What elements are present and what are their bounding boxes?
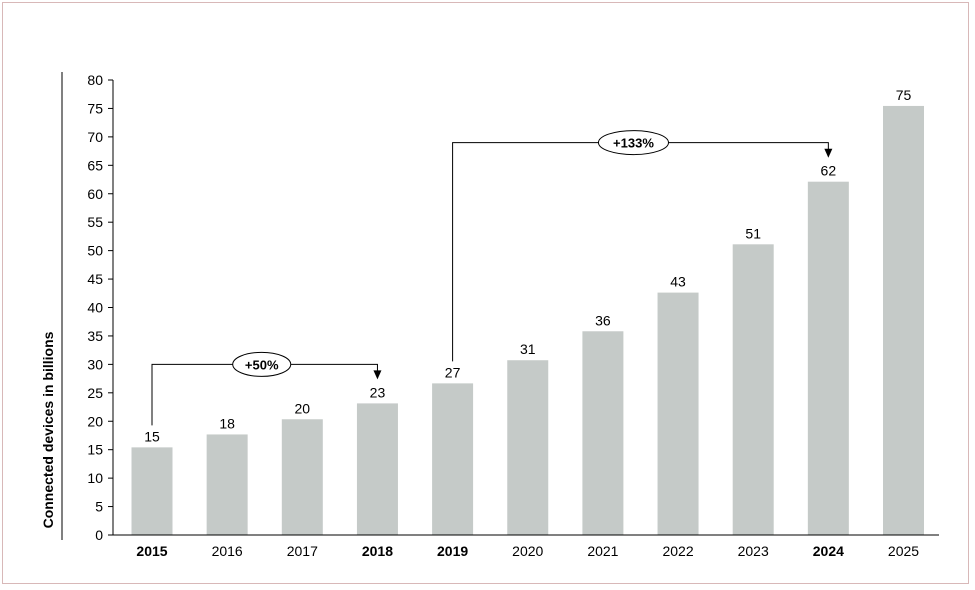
bar-2024 xyxy=(807,181,849,535)
x-tick-label-2022: 2022 xyxy=(662,543,693,559)
x-tick-label-2025: 2025 xyxy=(888,543,919,559)
annotation-arrowhead xyxy=(824,148,833,158)
x-tick-label-2020: 2020 xyxy=(512,543,543,559)
y-tick-label: 45 xyxy=(87,271,103,287)
y-tick-label: 80 xyxy=(87,72,103,88)
y-tick-label: 35 xyxy=(87,328,103,344)
growth-annotation-2: +133% xyxy=(452,130,833,362)
data-label-2018: 23 xyxy=(370,384,386,400)
bar-2023 xyxy=(732,244,774,535)
y-tick-label: 65 xyxy=(87,157,103,173)
bar-2015 xyxy=(131,447,173,535)
data-label-2015: 15 xyxy=(144,428,160,444)
x-axis: 2015 2016 2017 2018 2019 2020 2021 2022 2023 2024… xyxy=(113,534,939,559)
y-tick-label: 5 xyxy=(95,499,103,515)
data-label-2023: 51 xyxy=(745,225,761,241)
data-label-2019: 27 xyxy=(445,364,461,380)
annotation-label: +133% xyxy=(613,136,654,151)
bar-2017 xyxy=(281,419,323,535)
y-tick-label: 40 xyxy=(87,300,103,316)
y-axis-label: Connected devices in billions xyxy=(40,331,56,528)
bar-2018 xyxy=(356,403,398,535)
x-tick-label-2018: 2018 xyxy=(362,543,393,559)
y-axis: 0 5 10 15 20 25 30 35 40 45 50 55 60 65 70 75 80 xyxy=(87,72,114,543)
annotation-oval xyxy=(597,130,669,156)
bar-2021 xyxy=(582,331,624,535)
bar-2022 xyxy=(657,292,699,535)
data-label-2022: 43 xyxy=(670,274,686,290)
bar-2025 xyxy=(883,105,924,535)
y-tick-label: 30 xyxy=(87,356,103,372)
x-tick-label-2019: 2019 xyxy=(437,543,468,559)
y-tick-label: 55 xyxy=(87,214,103,230)
x-tick-label-2023: 2023 xyxy=(738,543,769,559)
data-label-2025: 75 xyxy=(896,87,912,103)
y-tick-label: 20 xyxy=(87,413,103,429)
x-tick-label-2015: 2015 xyxy=(136,543,167,559)
bar-2020 xyxy=(507,360,549,535)
bar-2016 xyxy=(206,434,248,535)
y-tick-label: 25 xyxy=(87,385,103,401)
data-label-2016: 18 xyxy=(219,415,235,431)
y-tick-label: 70 xyxy=(87,129,103,145)
annotation-label: +50% xyxy=(245,357,279,372)
x-tick-label-2024: 2024 xyxy=(813,543,844,559)
data-labels: 15 18 20 23 27 31 36 43 51 62 75 xyxy=(144,87,911,444)
y-tick-label: 0 xyxy=(95,527,103,543)
x-tick-label-2017: 2017 xyxy=(287,543,318,559)
y-tick-label: 75 xyxy=(87,100,103,116)
x-tick-label-2021: 2021 xyxy=(587,543,618,559)
y-tick-label: 50 xyxy=(87,243,103,259)
annotation-oval xyxy=(232,351,292,377)
y-tick-label: 15 xyxy=(87,442,103,458)
data-label-2024: 62 xyxy=(821,163,837,179)
bar-2019 xyxy=(432,383,474,535)
x-tick-label-2016: 2016 xyxy=(212,543,243,559)
y-tick-label: 10 xyxy=(87,470,103,486)
data-label-2017: 20 xyxy=(295,400,311,416)
data-label-2020: 31 xyxy=(520,341,536,357)
data-label-2021: 36 xyxy=(595,312,611,328)
bars xyxy=(131,105,924,535)
growth-annotations: +50% +133% xyxy=(151,130,833,426)
annotation-arrowhead xyxy=(373,370,382,380)
growth-annotation-1: +50% xyxy=(151,351,382,426)
y-tick-label: 60 xyxy=(87,186,103,202)
